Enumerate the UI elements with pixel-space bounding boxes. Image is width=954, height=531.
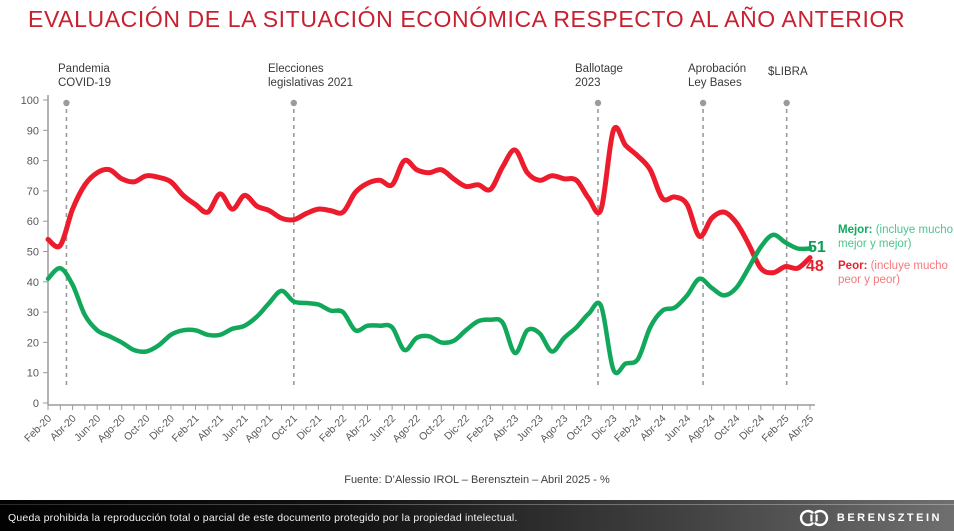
y-tick-label: 60 [27, 216, 39, 228]
berensztein-logo: BERENSZTEIN [798, 508, 942, 528]
berensztein-logo-icon [799, 509, 828, 527]
mejor-end-value: 51 [808, 239, 826, 256]
y-tick-label: 80 [27, 156, 39, 168]
y-tick-label: 100 [21, 95, 39, 107]
x-tick-label: Ago-24 [685, 413, 718, 446]
legend-peor: Peor: (incluye mucho peor y peor) [838, 259, 954, 287]
x-tick-label: Oct-22 [417, 413, 448, 444]
x-tick-label: Ago-21 [243, 413, 276, 446]
y-tick-label: 50 [27, 247, 39, 259]
mejor-line [45, 232, 813, 376]
chart-canvas: 0102030405060708090100Feb-20Abr-20Jun-20… [21, 95, 816, 446]
event-dot [699, 99, 707, 107]
x-tick-label: Feb-25 [760, 413, 792, 445]
x-tick-label: Feb-23 [465, 413, 497, 445]
event-dot [594, 99, 602, 107]
event-dot [63, 99, 70, 107]
y-tick-label: 70 [27, 186, 39, 198]
page-title: EVALUACIÓN DE LA SITUACIÓN ECONÓMICA RES… [28, 6, 906, 32]
berensztein-wordmark: BERENSZTEIN [836, 512, 942, 524]
y-tick-label: 10 [27, 368, 39, 380]
x-tick-label: Ago-23 [538, 413, 571, 446]
y-tick-label: 0 [33, 398, 39, 410]
x-tick-label: Feb-20 [22, 413, 54, 445]
event-dot [783, 99, 790, 107]
legend-peor-desc: (incluye mucho peor y peor) [838, 260, 948, 286]
source-note: Fuente: D’Alessio IROL – Berensztein – A… [344, 474, 610, 486]
x-tick-label: Abr-25 [785, 413, 816, 444]
x-tick-label: Feb-21 [170, 413, 202, 445]
y-tick-label: 40 [27, 277, 39, 289]
x-tick-label: Ago-20 [95, 413, 128, 446]
x-tick-label: Feb-22 [317, 413, 349, 445]
legend-peor-label: Peor: [838, 260, 868, 272]
peor-end-value: 48 [806, 258, 824, 275]
peor-line [45, 125, 813, 276]
y-tick-label: 20 [27, 337, 39, 349]
legend-mejor-desc: (incluye mucho mejor y mejor) [838, 224, 954, 250]
y-tick-label: 30 [27, 307, 39, 319]
y-tick-label: 90 [27, 125, 39, 137]
event-dot [290, 99, 298, 107]
disclaimer-text: Queda prohibida la reproducción total o … [8, 512, 518, 524]
x-tick-label: Feb-24 [612, 413, 644, 445]
copyright-bar: Queda prohibida la reproducción total o … [0, 500, 954, 531]
economic-evaluation-chart: 0 10 20 30 40 50 60 70 80 90 100 Feb-20 Abr-20 Jun-20… [21, 63, 954, 446]
legend-mejor-label: Mejor: [838, 224, 873, 236]
x-tick-label: Oct-20 [122, 413, 153, 444]
x-tick-label: Oct-21 [269, 413, 300, 444]
x-tick-label: Oct-24 [712, 413, 743, 444]
legend-mejor: Mejor: (incluye mucho mejor y mejor) [838, 223, 954, 251]
x-tick-label: Ago-22 [390, 413, 423, 446]
x-tick-label: Oct-23 [564, 413, 595, 444]
